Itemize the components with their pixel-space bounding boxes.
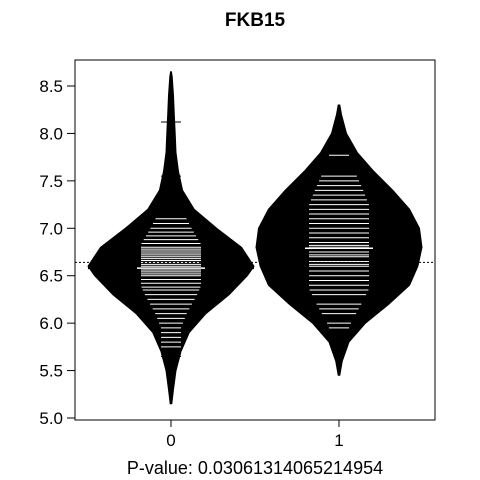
beans-layer bbox=[87, 71, 423, 405]
bean-group-0 bbox=[87, 71, 255, 405]
y-tick-label: 7.5 bbox=[39, 172, 63, 191]
y-tick-label: 8.5 bbox=[39, 77, 63, 96]
bean-shape-0 bbox=[87, 71, 255, 405]
x-tick-label: 0 bbox=[166, 431, 175, 450]
y-tick-label: 6.0 bbox=[39, 314, 63, 333]
x-tick-label: 1 bbox=[334, 431, 343, 450]
bean-shape-1 bbox=[255, 104, 423, 376]
y-tick-label: 5.5 bbox=[39, 362, 63, 381]
chart-title: FKB15 bbox=[225, 10, 286, 31]
p-value-label: P-value: 0.03061314065214954 bbox=[127, 458, 383, 478]
bean-group-1 bbox=[255, 104, 423, 376]
y-axis: 5.0 5.5 6.0 6.5 7.0 7.5 8.0 8.5 bbox=[39, 77, 75, 428]
plot-frame bbox=[74, 59, 436, 421]
y-tick-label: 6.5 bbox=[39, 267, 63, 286]
y-tick-label: 5.0 bbox=[39, 409, 63, 428]
y-tick-label: 8.0 bbox=[39, 124, 63, 143]
y-tick-label: 7.0 bbox=[39, 219, 63, 238]
